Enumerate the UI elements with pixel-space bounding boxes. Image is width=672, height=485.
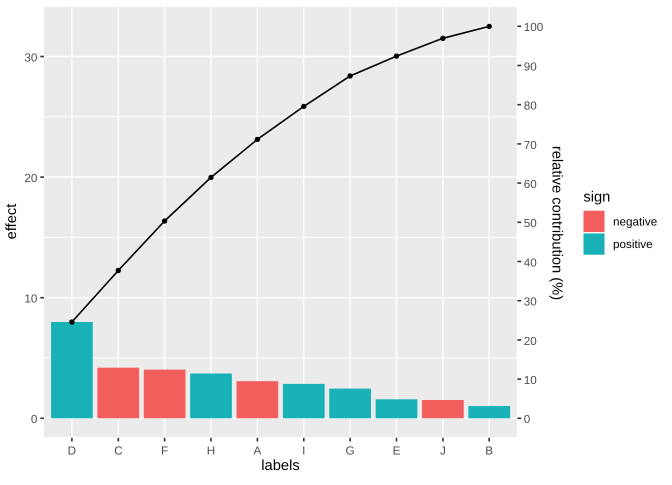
svg-text:G: G <box>346 444 355 457</box>
svg-text:J: J <box>440 444 446 457</box>
svg-text:70: 70 <box>524 139 538 152</box>
svg-text:A: A <box>254 444 262 457</box>
svg-text:10: 10 <box>524 374 538 387</box>
svg-text:B: B <box>485 444 493 457</box>
svg-text:50: 50 <box>524 217 538 230</box>
svg-text:D: D <box>68 444 76 457</box>
svg-text:H: H <box>207 444 215 457</box>
svg-text:20: 20 <box>24 172 38 185</box>
svg-text:sign: sign <box>583 190 610 206</box>
svg-text:labels: labels <box>261 458 299 474</box>
svg-text:E: E <box>393 444 401 457</box>
svg-text:0: 0 <box>31 413 38 426</box>
svg-text:effect: effect <box>4 204 20 240</box>
svg-text:40: 40 <box>524 256 538 269</box>
svg-text:C: C <box>114 444 122 457</box>
svg-text:negative: negative <box>613 216 657 229</box>
svg-text:F: F <box>161 444 168 457</box>
svg-text:I: I <box>302 444 305 457</box>
svg-text:100: 100 <box>524 21 544 34</box>
svg-text:10: 10 <box>24 293 38 306</box>
svg-text:60: 60 <box>524 178 538 191</box>
svg-text:30: 30 <box>24 51 38 64</box>
svg-text:30: 30 <box>524 296 538 309</box>
svg-text:80: 80 <box>524 100 538 113</box>
svg-text:relative contribution (%): relative contribution (%) <box>549 146 565 300</box>
svg-text:0: 0 <box>524 413 531 426</box>
svg-text:90: 90 <box>524 60 538 73</box>
svg-text:20: 20 <box>524 335 538 348</box>
svg-text:positive: positive <box>613 238 653 251</box>
